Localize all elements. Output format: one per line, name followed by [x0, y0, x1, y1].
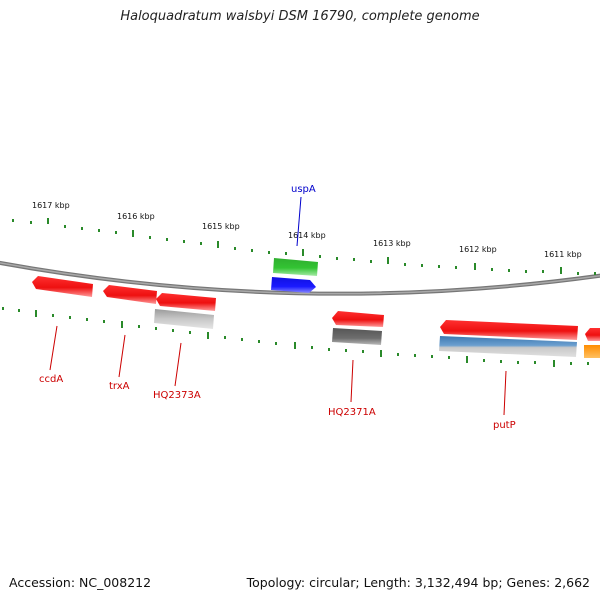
leader-line-trxA — [118, 334, 126, 378]
genome-summary-text: Topology: circular; Length: 3,132,494 bp… — [246, 575, 590, 590]
gene-arrow-next[interactable] — [585, 328, 600, 341]
gene-arrow-HQ2373A[interactable] — [156, 293, 216, 311]
gene-label-HQ2373A: HQ2373A — [153, 390, 201, 401]
gene-arrow-ccdA[interactable] — [32, 276, 93, 297]
leader-line-ccdA — [49, 325, 58, 371]
kbp-label: 1616 kbp — [117, 212, 155, 221]
kbp-label: 1611 kbp — [544, 250, 582, 259]
cds-arrow-uspA[interactable] — [271, 277, 316, 293]
gene-arrow-uspA[interactable] — [273, 258, 318, 276]
cds-bar-putP[interactable] — [439, 336, 577, 357]
gene-label-putP: putP — [493, 420, 516, 431]
leader-line-HQ2371A — [350, 359, 354, 403]
leader-line-putP — [503, 370, 507, 416]
cds-bar-HQ2371A[interactable] — [332, 328, 382, 345]
gene-arrow-trxA[interactable] — [103, 285, 157, 304]
accession-text: Accession: NC_008212 — [9, 575, 152, 590]
kbp-label: 1617 kbp — [32, 201, 70, 210]
kbp-label: 1615 kbp — [202, 222, 240, 231]
gene-arrow-putP[interactable] — [440, 320, 578, 340]
kbp-label: 1612 kbp — [459, 245, 497, 254]
kbp-label: 1614 kbp — [288, 231, 326, 240]
gene-label-HQ2371A: HQ2371A — [328, 407, 376, 418]
cds-bar-next[interactable] — [584, 345, 600, 358]
map-title: Haloquadratum walsbyi DSM 16790, complet… — [120, 9, 480, 24]
gene-arrow-HQ2371A[interactable] — [332, 311, 384, 327]
kbp-label: 1613 kbp — [373, 239, 411, 248]
gene-label-trxA: trxA — [109, 381, 130, 392]
inner-tick-ring — [2, 307, 589, 367]
outer-tick-ring — [12, 218, 596, 275]
gene-label-ccdA: ccdA — [39, 374, 63, 385]
leader-line-uspA — [296, 196, 302, 247]
gene-label-uspA: uspA — [291, 184, 316, 195]
cds-bar-HQ2373A[interactable] — [154, 309, 214, 329]
leader-line-HQ2373A — [174, 342, 182, 387]
